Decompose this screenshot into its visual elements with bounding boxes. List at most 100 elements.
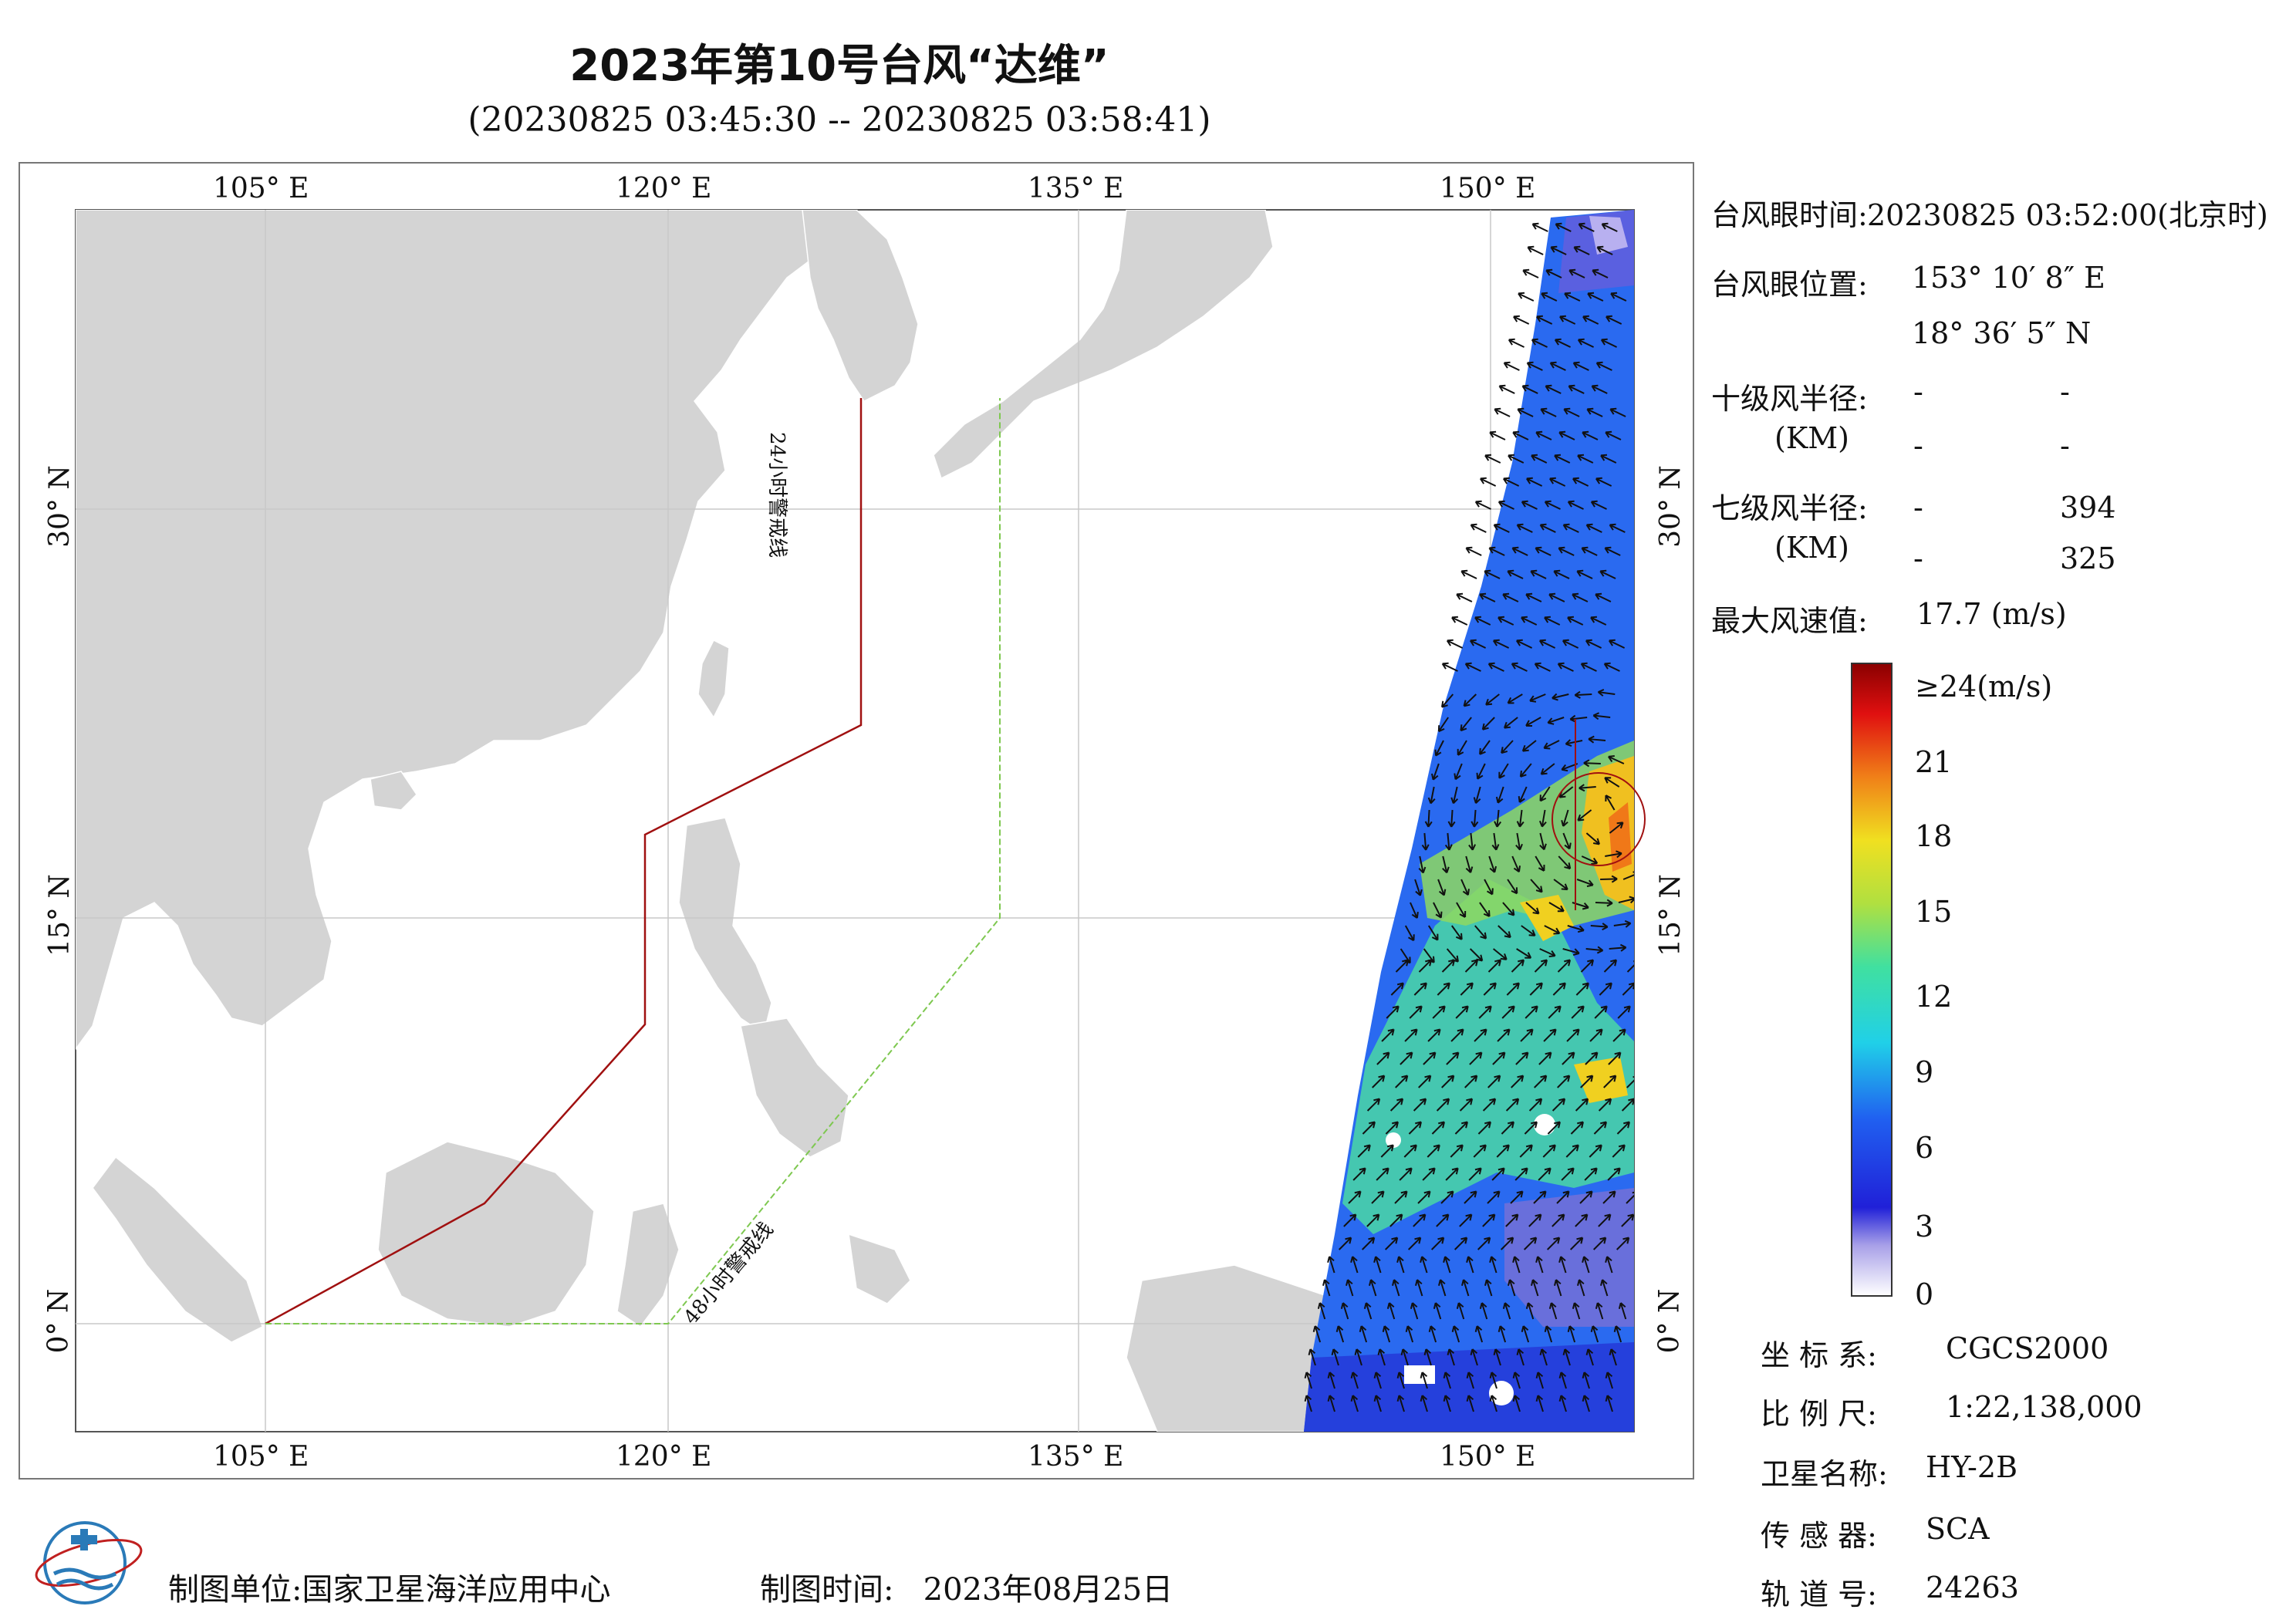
wind-arrow [1607, 1167, 1621, 1181]
wind-arrow [1434, 740, 1444, 757]
wind-arrow [1444, 832, 1453, 851]
r7-unit: (KM) [1774, 531, 1849, 565]
wind-arrow [1437, 879, 1447, 896]
wind-arrow [1492, 639, 1510, 649]
wind-arrow [1577, 338, 1594, 348]
wind-arrow [1428, 1325, 1437, 1343]
r7-label: 七级风半径: [1711, 491, 1868, 525]
wind-arrow [1507, 569, 1524, 579]
wind-arrow [1592, 712, 1611, 720]
wind-arrow [1492, 1051, 1506, 1065]
wind-arrow [1525, 1302, 1535, 1320]
wind-arrow [1511, 662, 1528, 672]
wind-arrow [1497, 616, 1514, 626]
wind-arrow [1346, 1279, 1354, 1297]
r10-value-3: - [1913, 429, 1923, 463]
wind-arrow [1595, 592, 1612, 602]
wind-arrow [1410, 902, 1419, 919]
borneo [377, 1141, 595, 1328]
wind-arrow [1482, 1213, 1496, 1227]
wind-arrow [1396, 1372, 1405, 1389]
wind-arrow [1565, 739, 1583, 747]
wind-arrow [1534, 959, 1548, 973]
wind-arrow [1535, 430, 1552, 440]
wind-arrow [1548, 1302, 1558, 1320]
wind-arrow [1413, 982, 1427, 996]
wind-arrow [1531, 222, 1548, 232]
lat-label-right-0: 0° N [1653, 1288, 1686, 1354]
wind-arrow [1544, 616, 1561, 626]
wind-arrow [1491, 832, 1500, 851]
wind-arrow [1590, 1325, 1599, 1343]
lon-label-bottom-150: 150° E [1440, 1441, 1536, 1473]
r7-value-2: 394 [2060, 491, 2116, 525]
wind-arrow [1590, 500, 1607, 510]
wind-arrow [1531, 1279, 1539, 1297]
wind-arrow [1584, 1167, 1598, 1181]
wind-arrow [1605, 795, 1616, 811]
wind-arrow [1539, 523, 1556, 533]
footer-org-label: 制图单位: [168, 1572, 302, 1608]
agency-logo [35, 1521, 143, 1604]
colorbar-label-0: 0 [1915, 1277, 1934, 1311]
wind-arrow [1339, 1237, 1352, 1250]
wind-arrow [1511, 855, 1521, 873]
wind-arrow [1304, 1395, 1312, 1412]
wind-arrow [1479, 1302, 1488, 1320]
wind-arrow [1617, 1005, 1631, 1019]
wind-arrow [1327, 1372, 1335, 1389]
wind-arrow [1477, 1237, 1491, 1250]
wind-arrow [1519, 763, 1532, 778]
wind-arrow [1382, 1325, 1391, 1343]
wind-arrow [1557, 959, 1572, 973]
wind-arrow [1420, 1256, 1428, 1274]
footer-org-value: 国家卫星海洋应用中心 [302, 1572, 611, 1608]
wind-arrow [1442, 855, 1450, 874]
wind-arrow [1561, 1167, 1575, 1181]
wind-arrow [1392, 1279, 1400, 1297]
wind-arrow [1496, 1144, 1510, 1158]
wind-arrow [1593, 1121, 1607, 1135]
time-range-subtitle: (20230825 03:45:30 -- 20230825 03:58:41) [468, 100, 1211, 140]
wind-arrow [1515, 639, 1533, 649]
wind-arrow [1381, 1028, 1395, 1042]
wind-arrow [1501, 1237, 1514, 1250]
crs-label: 坐 标 系: [1761, 1338, 1877, 1372]
orbit-value: 24263 [1926, 1571, 2019, 1604]
wind-arrow [1317, 1302, 1326, 1320]
wind-arrow [1405, 1325, 1414, 1343]
wind-arrow [1352, 1167, 1366, 1181]
wind-arrow [1493, 1348, 1501, 1366]
wind-arrow [1538, 639, 1556, 649]
wind-arrow [1404, 1028, 1418, 1042]
wind-arrow [1390, 982, 1404, 996]
warning-line-24h-label: 24小时警戒线 [765, 432, 788, 558]
wind-arrow [1409, 1005, 1423, 1019]
wind-arrow [1421, 832, 1430, 851]
wind-arrow [1503, 361, 1520, 371]
wind-arrow [1544, 500, 1561, 510]
wind-arrow [1562, 1348, 1571, 1366]
wind-arrow [1598, 1098, 1612, 1112]
wind-arrow [1493, 948, 1508, 960]
wind-arrow [1415, 1279, 1423, 1297]
wind-arrow [1479, 740, 1491, 755]
wind-arrow [1554, 1279, 1562, 1297]
wind-arrow [1501, 740, 1514, 754]
wind-arrow [1582, 430, 1599, 440]
wind-arrow [1331, 1348, 1339, 1366]
wind-arrow [1538, 809, 1547, 828]
wind-arrow [1601, 222, 1618, 232]
wind-arrow [1516, 1348, 1524, 1366]
wind-arrow [1572, 361, 1589, 371]
wind-arrow [1527, 245, 1544, 255]
wind-arrow [1510, 1190, 1524, 1204]
wind-arrow [1606, 315, 1622, 325]
lat-label-left-0: 0° N [42, 1288, 75, 1354]
wind-arrow [1502, 1302, 1511, 1320]
wind-arrow [1568, 268, 1585, 278]
wind-arrow [1474, 1028, 1487, 1042]
wind-arrow [1489, 430, 1506, 440]
wind-arrow [1585, 832, 1600, 845]
wind-arrow [1558, 1372, 1567, 1389]
